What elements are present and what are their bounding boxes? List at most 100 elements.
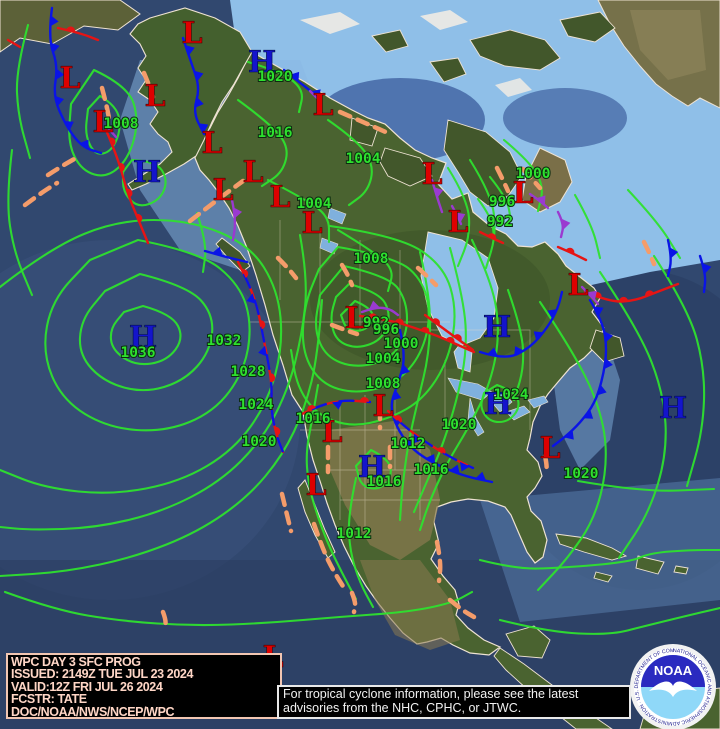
cold-front-pip (475, 471, 487, 481)
trough-line (311, 521, 349, 594)
cold-front-pip (449, 464, 460, 475)
warm-front-pip (136, 213, 143, 223)
trough-line (415, 265, 439, 288)
isobar-line (3, 590, 474, 627)
front-line (181, 36, 206, 136)
cold-front-pip (64, 121, 74, 131)
isobar-line (536, 300, 607, 592)
trough-line (187, 178, 246, 224)
trough-front (311, 521, 349, 594)
low-pressure-symbol: L (567, 268, 588, 303)
cold-front-pip (413, 433, 424, 444)
cold-front-pip (263, 399, 272, 411)
front-line (360, 306, 400, 317)
pressure-value-label: 992 (487, 214, 513, 230)
cold-front-pip (536, 195, 546, 206)
occluded-front (106, 126, 118, 139)
front-line (423, 313, 475, 352)
isobar-line (412, 246, 467, 514)
trough-front (187, 178, 246, 224)
cold-front-pip (55, 68, 65, 80)
tropical-advisory-box: For tropical cyclone information, please… (277, 685, 631, 719)
pressure-value-label: 1024 (494, 387, 529, 403)
pressure-center-layer: HHHHHHHLLLLLLLLLLLLLLLLLLLL (59, 16, 687, 676)
warm-front-pip (619, 296, 629, 302)
pressure-value-label: 1016 (414, 462, 449, 478)
front-line (556, 245, 588, 262)
trough-front (520, 166, 543, 191)
low-pressure-symbol: L (92, 105, 113, 140)
trough-line (275, 255, 299, 281)
cold-front-pip (547, 309, 558, 320)
trough-line (339, 262, 355, 288)
cold-front-pip (79, 139, 89, 150)
isobar-line (480, 383, 520, 424)
political-borders (250, 220, 531, 530)
front-line (698, 254, 707, 294)
isobar-line (314, 264, 409, 367)
isobar-line (68, 68, 138, 177)
pressure-value-label: 1004 (297, 196, 332, 212)
pressure-value-label: 1016 (367, 474, 402, 490)
cold-front-pip (212, 246, 223, 256)
low-pressure-symbol: L (344, 301, 365, 336)
front-line (583, 282, 680, 303)
high-pressure-symbol: H (248, 45, 276, 80)
isobar-line (498, 606, 720, 635)
isobar-line (305, 383, 358, 601)
isobar-line (121, 158, 167, 207)
pressure-value-label: 1012 (391, 436, 426, 452)
occluded-front (308, 89, 320, 101)
cold-front-pip (185, 45, 195, 56)
pressure-value-label: 1004 (366, 351, 401, 367)
high-pressure-symbol: H (483, 310, 511, 345)
front-line (666, 238, 672, 278)
front-line (580, 285, 600, 306)
warm-front-pip (487, 233, 497, 240)
warm-front-pip (445, 336, 455, 344)
isobar-line (468, 158, 496, 270)
pressure-value-label: 1000 (384, 336, 419, 352)
isobar-line (236, 98, 288, 188)
stationary-front (236, 260, 285, 454)
cold-front-pip (425, 453, 436, 464)
isobar-line (506, 288, 525, 402)
isobar-line (289, 224, 456, 426)
isobar-line (15, 23, 32, 160)
isobar-line (0, 218, 283, 494)
isobar-line (195, 211, 207, 274)
isobar-line (598, 270, 667, 560)
low-pressure-symbol: L (212, 173, 233, 208)
trough-front (641, 239, 657, 267)
pressure-value-label: 992 (363, 315, 389, 331)
trough-front (339, 262, 355, 288)
pressure-value-label: 1020 (442, 417, 477, 433)
isobar-line (347, 476, 375, 609)
trough-line (141, 70, 156, 100)
cold-front (478, 290, 564, 358)
trough-front (279, 491, 294, 534)
low-pressure-symbol: L (539, 431, 560, 466)
isobar-line (478, 548, 720, 570)
isobar-line (576, 479, 716, 492)
front-line (230, 198, 237, 242)
cold-front-pip (198, 123, 209, 134)
trough-front (45, 155, 79, 178)
info-line-forecaster: FCSTR: TATE (11, 692, 87, 707)
trough-front (337, 109, 391, 136)
trough-line (349, 590, 358, 615)
trough-front (99, 85, 112, 121)
low-pressure-symbol: L (301, 206, 322, 241)
low-pressure-symbol: L (447, 205, 468, 240)
occluded-front (230, 198, 243, 242)
cold-front-pip (50, 15, 59, 27)
front-line (358, 314, 476, 354)
high-pressure-symbol: H (659, 391, 687, 426)
cold-front (666, 238, 679, 278)
low-pressure-symbol: L (242, 155, 263, 190)
low-pressure-symbol: L (181, 16, 202, 51)
occluded-front (528, 192, 550, 210)
low-pressure-symbol: L (144, 79, 165, 114)
cold-front-pip (400, 364, 410, 375)
